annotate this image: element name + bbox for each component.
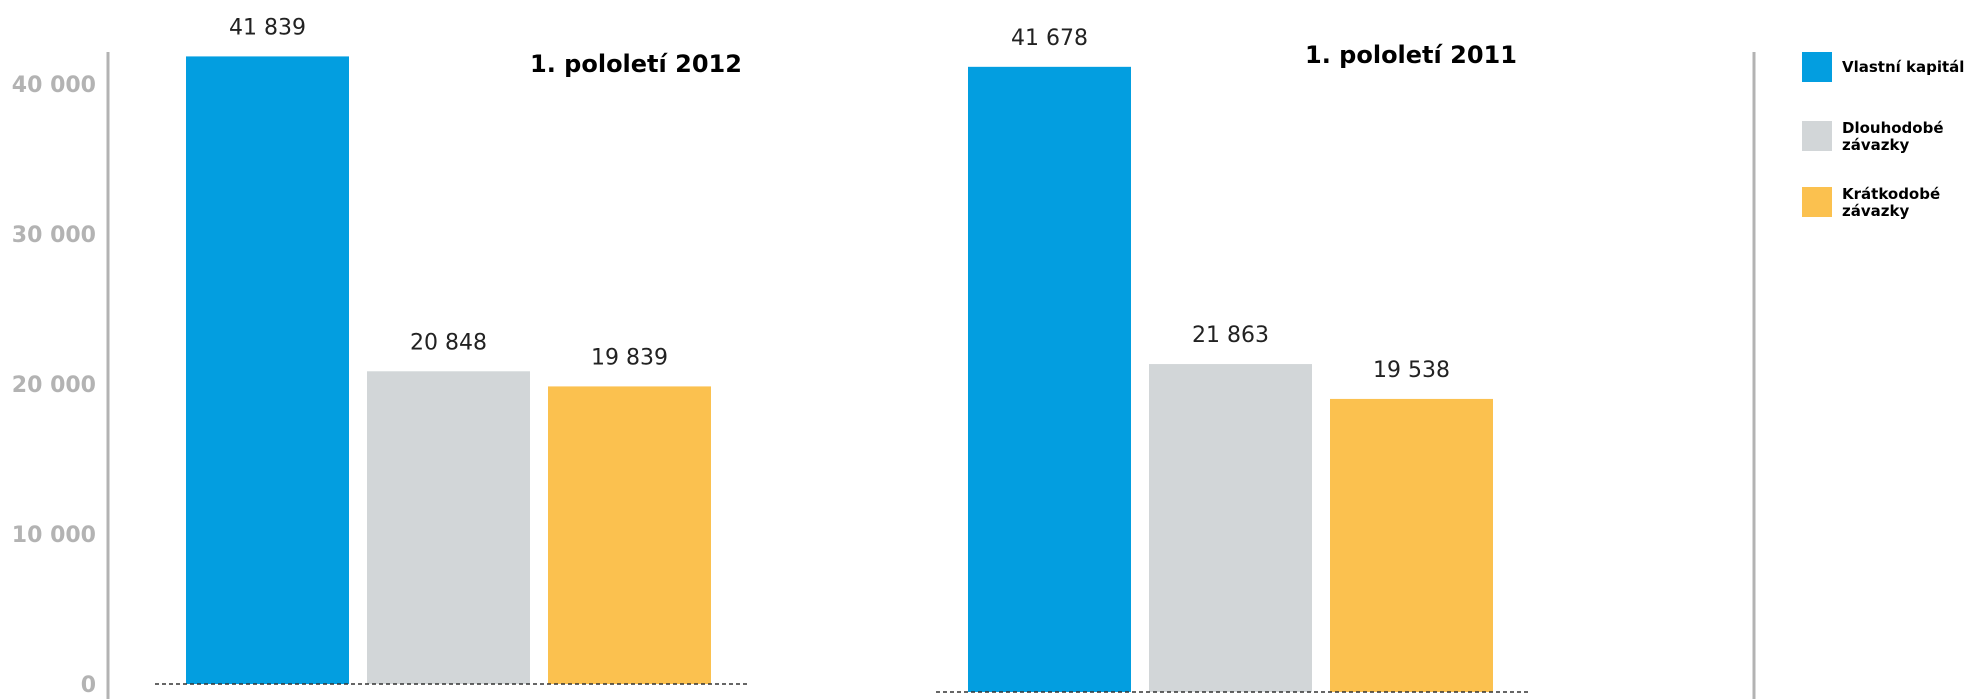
bar-value-label: 19 839 <box>591 345 668 370</box>
y-tick-label: 10 000 <box>12 523 96 548</box>
bar-2-3 <box>1330 398 1493 692</box>
bar-value-label: 41 839 <box>229 15 306 40</box>
bar-2-1 <box>968 66 1131 692</box>
legend-label: Krátkodobé <box>1842 185 1940 203</box>
y-tick-label: 20 000 <box>12 373 96 398</box>
legend-swatch <box>1802 187 1832 217</box>
legend-swatch <box>1802 52 1832 82</box>
y-axis-ticks: 0 10 000 20 000 30 000 40 000 <box>12 73 96 698</box>
bar-value-label: 20 848 <box>410 330 487 355</box>
legend-label: závazky <box>1842 202 1909 220</box>
panel-1: 41 839 20 848 19 839 1. pololetí 2012 <box>155 15 750 685</box>
legend-label: Dlouhodobé <box>1842 119 1944 137</box>
bar-2-2 <box>1149 364 1312 692</box>
y-tick-label: 30 000 <box>12 223 96 248</box>
bar-1-2 <box>367 371 530 684</box>
legend-swatch <box>1802 121 1832 151</box>
bar-1-1 <box>186 56 349 685</box>
bar-value-label: 41 678 <box>1011 26 1088 51</box>
legend: Vlastní kapitálDlouhodobézávazkyKrátkodo… <box>1802 52 1964 220</box>
legend-label: závazky <box>1842 136 1909 154</box>
y-tick-label: 40 000 <box>12 73 96 98</box>
legend-label: Vlastní kapitál <box>1842 58 1964 76</box>
panel-title: 1. pololetí 2012 <box>530 50 742 78</box>
bar-value-label: 19 538 <box>1373 358 1450 383</box>
bar-value-label: 21 863 <box>1192 323 1269 348</box>
panel-title: 1. pololetí 2011 <box>1305 41 1517 69</box>
panel-2: 41 678 21 863 19 538 1. pololetí 2011 <box>936 26 1531 693</box>
y-tick-label: 0 <box>81 673 96 698</box>
bar-1-3 <box>548 386 711 684</box>
chart-panels: 41 839 20 848 19 839 1. pololetí 2012 41 678… <box>155 15 1531 693</box>
